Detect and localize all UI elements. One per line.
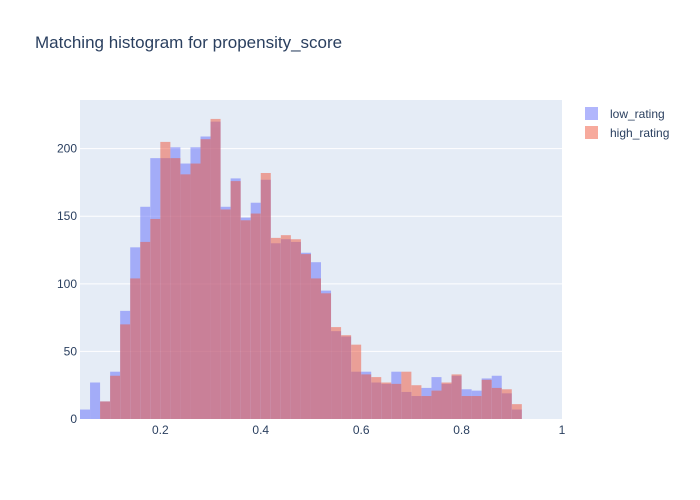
histogram-bar-high-rating <box>451 374 462 419</box>
histogram-bar-high-rating <box>290 239 301 419</box>
histogram-bar-high-rating <box>160 141 171 420</box>
x-tick-label: 0.8 <box>453 423 470 437</box>
histogram-bar-high-rating <box>401 371 412 419</box>
histogram-bar-high-rating <box>310 278 321 419</box>
legend-swatch-low-rating <box>585 107 598 120</box>
histogram-bar-high-rating <box>491 387 502 419</box>
histogram-bar-high-rating <box>361 374 372 419</box>
y-tick-label: 50 <box>64 344 78 358</box>
histogram-bar-high-rating <box>411 385 422 419</box>
histogram-bar-high-rating <box>220 209 231 419</box>
legend-item-low-rating[interactable]: low_rating <box>585 104 669 123</box>
histogram-bar-high-rating <box>341 335 352 419</box>
series-high-rating-bars <box>100 118 522 420</box>
histogram-bar-high-rating <box>321 293 332 419</box>
histogram-bar-high-rating <box>461 396 472 419</box>
y-tick-label: 0 <box>70 412 77 426</box>
histogram-bar-high-rating <box>431 390 442 419</box>
histogram-bar-high-rating <box>260 172 271 419</box>
histogram-bar-low-rating <box>90 382 101 419</box>
histogram-bar-high-rating <box>100 401 111 419</box>
legend-swatch-high-rating <box>585 126 598 139</box>
histogram-bar-high-rating <box>381 382 392 419</box>
histogram-bar-high-rating <box>501 389 512 419</box>
histogram-bar-low-rating <box>80 409 91 419</box>
histogram-bar-high-rating <box>170 158 181 420</box>
histogram-bar-high-rating <box>331 327 342 419</box>
chart-title: Matching histogram for propensity_score <box>35 33 343 52</box>
x-tick-label: 0.2 <box>152 423 169 437</box>
histogram-bar-high-rating <box>471 396 482 419</box>
histogram-bar-high-rating <box>280 235 291 419</box>
y-tick-label: 150 <box>57 209 77 223</box>
histogram-bar-high-rating <box>351 344 362 419</box>
histogram-bar-high-rating <box>270 237 281 419</box>
histogram-bar-high-rating <box>240 220 251 419</box>
x-tick-label: 1 <box>559 423 566 437</box>
x-tick-label: 0.4 <box>252 423 269 437</box>
histogram-bar-high-rating <box>110 375 121 419</box>
legend[interactable]: low_rating high_rating <box>585 104 669 142</box>
y-tick-label: 200 <box>57 142 77 156</box>
histogram-bar-high-rating <box>140 241 151 419</box>
histogram-bar-high-rating <box>441 382 452 419</box>
histogram-bar-high-rating <box>481 379 492 419</box>
histogram-bar-high-rating <box>130 278 141 419</box>
legend-label-low-rating: low_rating <box>610 106 665 121</box>
histogram-bar-high-rating <box>511 404 522 419</box>
histogram-bar-high-rating <box>421 396 432 419</box>
histogram-bar-high-rating <box>250 213 261 419</box>
histogram-bar-high-rating <box>371 377 382 419</box>
histogram-bar-high-rating <box>391 383 402 419</box>
histogram-bar-high-rating <box>300 254 311 419</box>
x-axis-ticks: 0.2 0.4 0.6 0.8 1 <box>152 423 566 437</box>
histogram-bar-high-rating <box>230 181 241 419</box>
histogram-bar-high-rating <box>210 118 221 419</box>
x-tick-label: 0.6 <box>353 423 370 437</box>
histogram-bar-high-rating <box>200 139 211 419</box>
legend-label-high-rating: high_rating <box>610 125 670 140</box>
y-tick-label: 100 <box>57 277 77 291</box>
histogram-bar-high-rating <box>120 324 131 419</box>
legend-item-high-rating[interactable]: high_rating <box>585 123 669 142</box>
histogram-bar-high-rating <box>180 174 191 419</box>
histogram-bar-high-rating <box>150 218 161 419</box>
histogram-bar-high-rating <box>190 163 201 419</box>
y-axis-ticks: 0 50 100 150 200 <box>57 142 77 426</box>
